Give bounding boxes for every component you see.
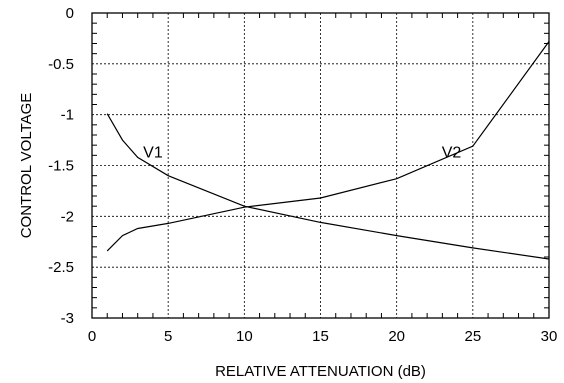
x-tick-label: 15: [312, 328, 329, 345]
x-axis-title: RELATIVE ATTENUATION (dB): [215, 363, 426, 380]
y-axis-title: CONTROL VOLTAGE: [18, 93, 35, 239]
y-tick-label: -0.5: [48, 56, 74, 73]
series-label-v2: V2: [442, 144, 462, 161]
y-tick-label: -3: [61, 310, 74, 327]
grid: [92, 13, 549, 318]
series-line-v1: [106, 113, 550, 260]
y-tick-label: -2.5: [48, 259, 74, 276]
x-tick-label: 0: [88, 328, 96, 345]
series-layer: V1 V2: [106, 41, 550, 260]
y-tick-label: -2: [61, 208, 74, 225]
plot-frame: [91, 12, 550, 319]
y-tick-label: -1.5: [48, 158, 74, 175]
x-tick-label: 20: [388, 328, 405, 345]
y-tick-label: 0: [66, 5, 74, 22]
x-tick-label: 25: [464, 328, 481, 345]
minor-ticks: [92, 13, 549, 318]
x-tick-label: 10: [236, 328, 253, 345]
tick-labels: 0 5 10 15 20 25 30 0 -0.5 -1 -1.5 -2 -2.5 -3: [48, 5, 557, 345]
series-line-v2: [106, 41, 550, 252]
series-label-v1: V1: [143, 144, 163, 161]
y-tick-label: -1: [61, 107, 74, 124]
x-tick-label: 5: [164, 328, 172, 345]
x-tick-label: 30: [541, 328, 558, 345]
